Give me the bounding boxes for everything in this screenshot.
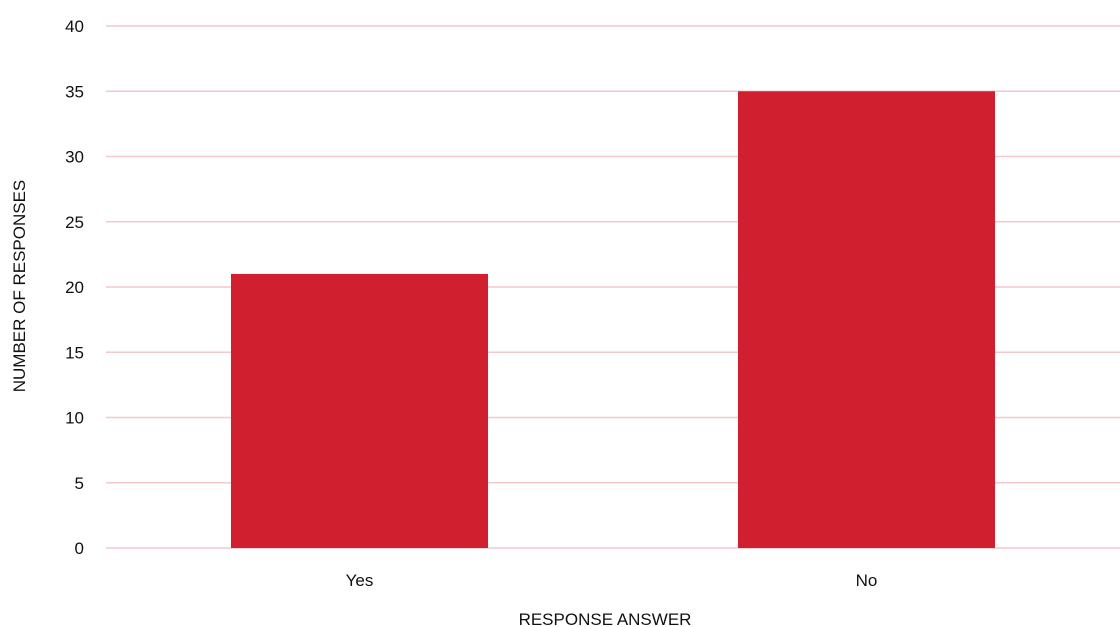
bars [230, 91, 996, 548]
y-tick-label: 5 [75, 474, 84, 493]
y-tick-label: 10 [65, 409, 84, 428]
y-tick-label: 25 [65, 213, 84, 232]
y-tick-label: 0 [75, 539, 84, 558]
x-tick-label: Yes [346, 571, 374, 590]
x-tick-label: No [856, 571, 878, 590]
bar-yes [230, 273, 489, 548]
bar-no [737, 91, 996, 548]
y-tick-label: 15 [65, 343, 84, 362]
y-tick-label: 35 [65, 82, 84, 101]
y-tick-label: 20 [65, 278, 84, 297]
y-axis-title: NUMBER OF RESPONSES [10, 180, 29, 393]
x-axis-ticks: Yes No [346, 571, 878, 590]
y-axis-ticks: 0 5 10 15 20 25 30 35 40 [65, 17, 84, 558]
x-axis-title: RESPONSE ANSWER [519, 610, 692, 627]
y-tick-label: 30 [65, 148, 84, 167]
y-tick-label: 40 [65, 17, 84, 36]
